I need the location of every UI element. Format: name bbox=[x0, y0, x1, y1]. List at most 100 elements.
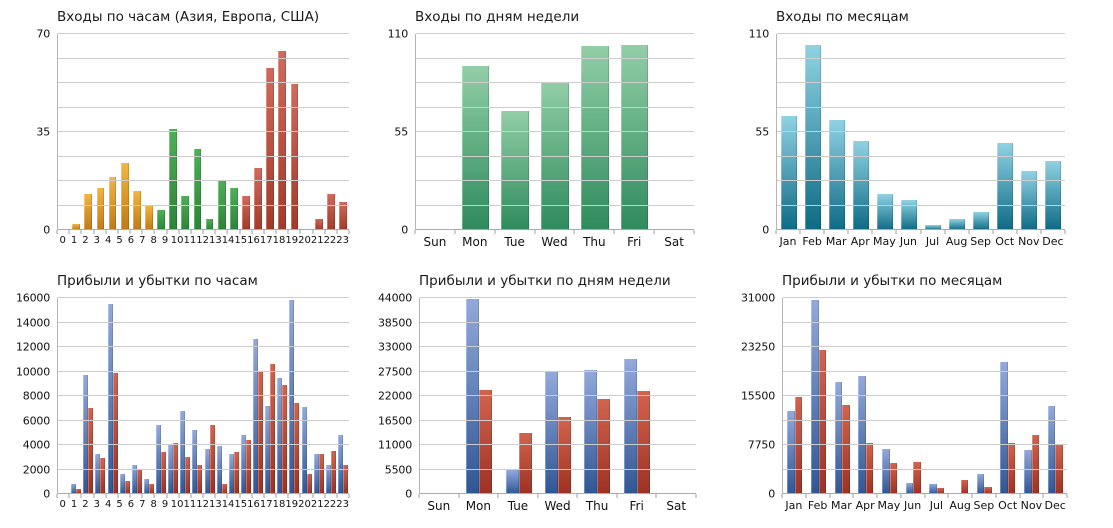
bar-group-Aug bbox=[949, 298, 973, 494]
x-tick-label: 4 bbox=[105, 235, 112, 246]
bar-profit-11 bbox=[192, 430, 198, 494]
x-tick-label: 9 bbox=[161, 235, 169, 246]
bar-profit-Feb bbox=[810, 299, 819, 494]
bar-group-Jun bbox=[901, 298, 925, 494]
bar-loss-Aug bbox=[960, 480, 969, 494]
gridline bbox=[58, 33, 349, 34]
y-tick-label: 8000 bbox=[22, 389, 50, 403]
bar-logins-15 bbox=[242, 196, 250, 230]
gridline bbox=[58, 370, 349, 372]
x-axis-tick bbox=[348, 230, 350, 234]
bar-group-14 bbox=[228, 298, 240, 494]
bar-group-Feb bbox=[801, 34, 825, 230]
bar-group-0 bbox=[58, 298, 70, 494]
chart-title: Прибыли и убытки по дням недели bbox=[419, 273, 671, 289]
x-tick-label: Fri bbox=[627, 235, 642, 249]
x-tick-label: 23 bbox=[336, 235, 350, 246]
bar-profit-15 bbox=[240, 434, 246, 494]
bar-logins-23 bbox=[339, 202, 347, 230]
x-tick-label: Mar bbox=[825, 235, 847, 248]
bar-profit-Jan bbox=[787, 410, 795, 494]
bar-loss-Thu bbox=[597, 398, 611, 494]
gridline bbox=[777, 155, 1065, 157]
bar-group-12 bbox=[204, 34, 216, 230]
x-tick-label: 18 bbox=[272, 235, 286, 246]
bar-profit-23 bbox=[337, 434, 343, 494]
x-tick-label: Wed bbox=[541, 235, 568, 249]
bars bbox=[58, 298, 349, 494]
bar-group-Feb bbox=[807, 298, 831, 494]
x-tick-label: 15 bbox=[234, 499, 248, 510]
bar-profit-20 bbox=[301, 407, 307, 494]
x-axis-tick bbox=[613, 230, 615, 234]
bar-logins-3 bbox=[96, 188, 105, 230]
bar-loss-17 bbox=[270, 363, 276, 494]
y-tick-label: 110 bbox=[387, 27, 409, 41]
x-axis-tick bbox=[847, 230, 849, 234]
bar-loss-6 bbox=[136, 468, 142, 494]
gridline bbox=[777, 106, 1065, 108]
bar-profit-10 bbox=[180, 410, 186, 494]
x-axis-tick bbox=[153, 494, 155, 498]
bar-group-15 bbox=[240, 34, 252, 230]
bar-logins-1 bbox=[72, 224, 81, 230]
y-tick-label: 0 bbox=[401, 223, 408, 237]
bar-loss-9 bbox=[173, 442, 179, 494]
x-tick-label: 14 bbox=[221, 499, 235, 510]
bar-loss-3 bbox=[100, 458, 106, 494]
bar-group-0 bbox=[58, 34, 70, 230]
bar-logins-9 bbox=[169, 129, 178, 230]
bar-loss-Wed bbox=[557, 417, 571, 494]
x-axis-tick bbox=[947, 494, 949, 498]
y-tick-label: 11000 bbox=[378, 438, 412, 452]
x-axis-tick bbox=[153, 230, 155, 234]
bar-group-Jul bbox=[925, 298, 949, 494]
x-tick-label: 14 bbox=[221, 235, 235, 246]
bar-group-Thu bbox=[575, 34, 615, 230]
x-axis-tick bbox=[924, 494, 925, 498]
x-axis-tick bbox=[775, 230, 777, 234]
x-axis-tick bbox=[129, 494, 131, 498]
x-axis-tick bbox=[992, 230, 994, 234]
x-axis-tick bbox=[56, 230, 58, 234]
bar-logins-19 bbox=[290, 84, 299, 230]
bar-group-May bbox=[873, 34, 897, 230]
gridline bbox=[783, 370, 1067, 372]
bar-group-7 bbox=[143, 34, 155, 230]
x-tick-label: 3 bbox=[93, 499, 100, 510]
bar-loss-Fri bbox=[636, 390, 650, 494]
x-axis-tick bbox=[900, 494, 902, 498]
bar-loss-2 bbox=[88, 408, 94, 494]
x-labels: Sun Mon Tue Wed Thu Fri Sat bbox=[415, 235, 694, 249]
bar-logins-10 bbox=[181, 196, 190, 230]
x-axis-tick bbox=[239, 230, 240, 234]
x-tick-label: 7 bbox=[139, 499, 146, 510]
chart-logins-by-weekday: Входы по дням недели 0 55 110 Sun Mon Tue Wed… bbox=[371, 0, 742, 264]
bar-group-6 bbox=[131, 34, 143, 230]
x-tick-label: 1 bbox=[70, 499, 78, 510]
bar-loss-Mon bbox=[479, 390, 493, 494]
y-axis: 0 5500 11000 16500 22000 27500 33000 38500 44000 bbox=[371, 292, 412, 501]
x-tick-label: 21 bbox=[310, 499, 324, 510]
x-tick-label: May bbox=[872, 235, 896, 248]
x-axis-tick bbox=[93, 494, 94, 498]
x-tick-label: Sep bbox=[970, 235, 992, 248]
x-tick-label: 22 bbox=[323, 235, 337, 246]
bar-logins-14 bbox=[229, 188, 238, 230]
bar-profit-22 bbox=[325, 464, 331, 494]
chart-pnl-by-weekday: Прибыли и убытки по дням недели 0 5500 110… bbox=[371, 264, 742, 528]
x-tick-label: 6 bbox=[127, 235, 135, 246]
x-tick-label: 20 bbox=[298, 235, 311, 246]
y-tick-label: 110 bbox=[748, 27, 770, 41]
y-tick-label: 44000 bbox=[378, 291, 412, 305]
bar-profit-1 bbox=[71, 484, 77, 494]
gridline bbox=[416, 204, 694, 206]
y-tick-label: 0 bbox=[43, 223, 50, 237]
bar-group-18 bbox=[276, 298, 288, 494]
x-axis-tick bbox=[287, 230, 289, 234]
x-axis-tick bbox=[141, 230, 143, 234]
bars bbox=[416, 34, 694, 230]
x-tick-label: Tue bbox=[507, 499, 529, 513]
gridline bbox=[783, 444, 1067, 445]
x-axis-tick bbox=[178, 230, 180, 234]
